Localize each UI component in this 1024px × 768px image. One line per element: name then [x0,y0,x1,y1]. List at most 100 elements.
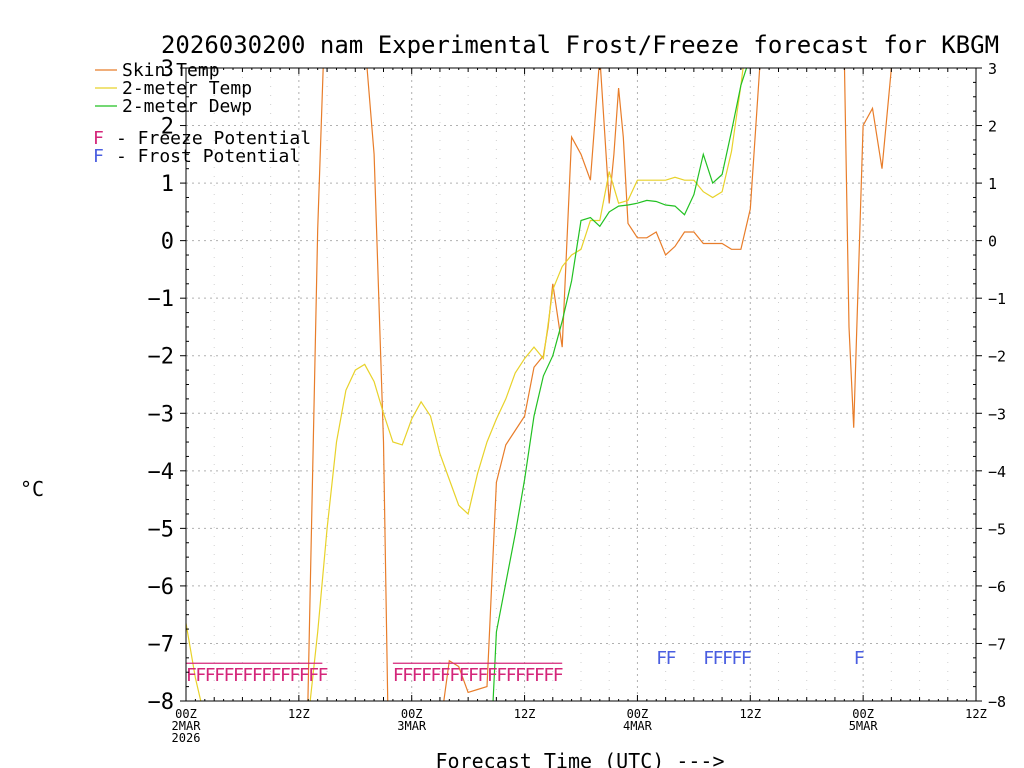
y-tick-label: −2 [148,345,175,370]
x-tick-label: 4MAR [623,719,653,733]
y-tick-label-right: 0 [988,233,997,251]
x-tick-label: 00Z [175,707,197,721]
x-tick-label: 2026 [172,731,201,745]
y-tick-label-right: −6 [988,578,1006,596]
y-tick-label-right: −8 [988,693,1006,711]
frost-potential-marker: F [703,648,714,669]
freeze-potential-marker: F [421,665,432,686]
x-tick-label: 00Z [627,707,649,721]
y-axis-left: −8 −7 −6 −5 −4 −3 −2 −1 0 1 2 3 [148,57,189,715]
freeze-potential-marker: F [496,665,507,686]
potential-legend-marker: F [93,128,104,149]
frost-potential-marker: F [713,648,724,669]
potential-legend-marker: F [93,146,104,167]
freeze-potential-marker: F [515,665,526,686]
x-tick-label: 12Z [965,707,987,721]
freeze-potential-marker: F [205,665,216,686]
y-axis-label: °C [20,477,44,501]
freeze-potential-marker: F [299,665,310,686]
plot-frame [185,67,977,702]
y-tick-label-right: −2 [988,348,1006,366]
y-tick-label: −4 [148,460,175,485]
freeze-potential-marker: F [308,665,319,686]
y-tick-label-right: 1 [988,175,997,193]
freeze-potential-marker: F [468,665,479,686]
freeze-potential-marker: F [186,665,197,686]
y-tick-label: 1 [161,172,174,197]
x-tick-label: 00Z [401,707,423,721]
x-tick-label: 2MAR [172,719,202,733]
freeze-potential-marker: F [195,665,206,686]
freeze-potential-marker: F [252,665,263,686]
freeze-potential-marker: F [459,665,470,686]
potential-legend-label: - Frost Potential [116,146,300,167]
chart-title: 2026030200 nam Experimental Frost/Freeze… [161,31,999,59]
frost-potential-marker: F [731,648,742,669]
freeze-potential-marker: F [402,665,413,686]
frost-potential-marker: F [666,648,677,669]
y-tick-label: −3 [148,402,175,427]
y-tick-label-right: −7 [988,635,1006,653]
freeze-potential-marker: F [242,665,253,686]
series-2-meter-temp [186,68,744,701]
freeze-potential-marker: F [478,665,489,686]
freeze-potential-marker: F [393,665,404,686]
frost-potential-marker: F [656,648,667,669]
freeze-potential-marker: F [271,665,282,686]
freeze-potential-marker: F [487,665,498,686]
series-skin-temp [307,68,893,701]
legend-label: Skin Temp [122,60,220,81]
freeze-potential-marker: F [506,665,517,686]
freeze-potential-marker: F [431,665,442,686]
freeze-potential-marker: F [261,665,272,686]
freeze-potential-marker: F [440,665,451,686]
series-2-meter-dewp [492,68,748,701]
freeze-potential-marker: F [280,665,291,686]
y-tick-label: −5 [148,517,175,542]
frost-potential-marker: F [741,648,752,669]
legend-label: 2-meter Dewp [122,96,252,117]
y-axis-right: −8 −7 −6 −5 −4 −3 −2 −1 0 1 2 3 [973,60,1006,711]
freeze-potential-marker: F [412,665,423,686]
potential-legend-label: - Freeze Potential [116,128,311,149]
x-tick-label: 00Z [852,707,874,721]
freeze-potential-marker: F [553,665,564,686]
grid [186,68,976,701]
freeze-potential-marker: F [289,665,300,686]
legend-label: 2-meter Temp [122,78,252,99]
frost-potential-marker: F [722,648,733,669]
y-tick-label-right: 2 [988,118,997,136]
y-tick-label: −8 [148,690,175,715]
frost-potential-marker: F [854,648,865,669]
freeze-potential-marker: F [214,665,225,686]
series-layer [186,68,893,701]
freeze-potential-marker: F [534,665,545,686]
freeze-potential-marker: F [224,665,235,686]
y-tick-label-right: −4 [988,463,1006,481]
x-tick-label: 12Z [514,707,536,721]
x-axis-label: Forecast Time (UTC) ---> [436,749,725,768]
y-tick-label-right: −1 [988,290,1006,308]
freeze-potential-marker: F [449,665,460,686]
freeze-potential-marker: F [525,665,536,686]
x-tick-label: 5MAR [849,719,879,733]
y-tick-label-right: −3 [988,405,1006,423]
y-tick-label-right: −5 [988,520,1006,538]
y-tick-label: −6 [148,575,175,600]
freeze-potential-marker: F [543,665,554,686]
y-tick-label: −1 [148,287,175,312]
x-tick-label: 3MAR [397,719,427,733]
freeze-potential-marker: F [233,665,244,686]
freeze-potential-marker: F [318,665,329,686]
y-tick-label: 2 [161,115,174,140]
y-tick-label: 3 [161,57,174,82]
x-tick-label: 12Z [739,707,761,721]
x-tick-label: 12Z [288,707,310,721]
y-tick-label: 0 [161,230,174,255]
y-tick-label-right: 3 [988,60,997,78]
y-tick-label: −7 [148,632,175,657]
